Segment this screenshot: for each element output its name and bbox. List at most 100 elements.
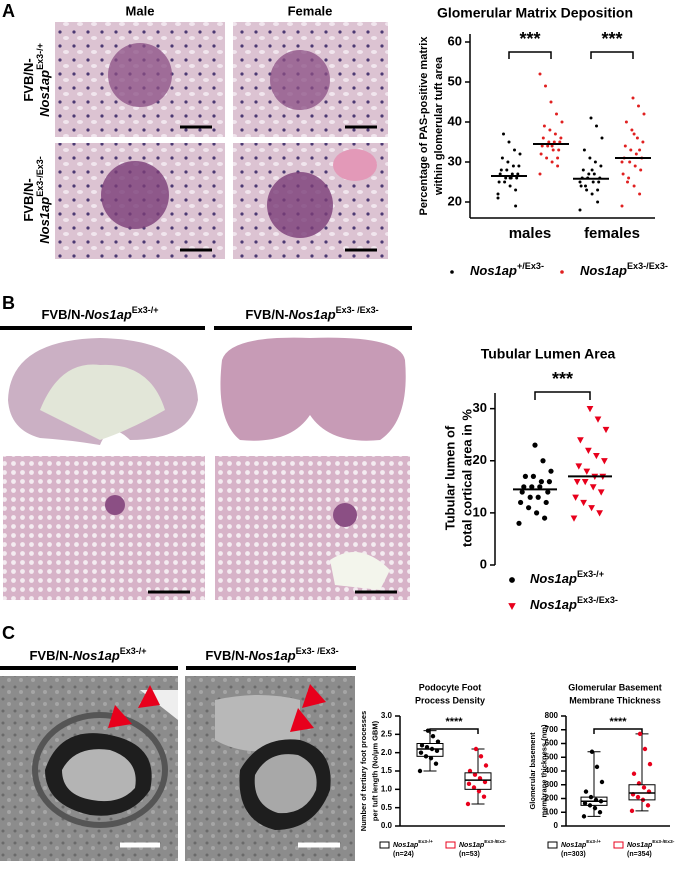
data-point bbox=[642, 112, 646, 116]
box bbox=[416, 743, 444, 757]
data-point bbox=[551, 148, 555, 152]
data-point bbox=[627, 176, 631, 180]
y-tick-label: 30 bbox=[473, 400, 487, 415]
significance-bracket bbox=[508, 51, 552, 59]
chart-title: Tubular Lumen Area bbox=[481, 346, 616, 362]
data-point bbox=[620, 204, 624, 208]
data-point bbox=[466, 781, 472, 787]
superscript: +/Ex3- bbox=[517, 261, 544, 271]
gene: Nos1ap bbox=[85, 307, 132, 322]
data-point bbox=[505, 168, 509, 172]
data-point bbox=[581, 479, 589, 486]
superscript: Ex3-/+ bbox=[586, 839, 601, 845]
data-point bbox=[546, 144, 550, 148]
superscript: Ex3-/Ex3- bbox=[627, 261, 668, 271]
data-point bbox=[590, 168, 594, 172]
y-tick-label: 60 bbox=[448, 33, 462, 48]
data-point bbox=[588, 156, 592, 160]
header: FVB/N-Nos1apEx3-/+ bbox=[29, 646, 146, 663]
data-point bbox=[632, 184, 636, 188]
significance-label: *** bbox=[519, 29, 540, 49]
data-point bbox=[532, 442, 538, 448]
gene: Nos1ap bbox=[459, 842, 485, 849]
data-point bbox=[503, 180, 507, 184]
data-point bbox=[541, 136, 545, 140]
data-point bbox=[560, 270, 564, 274]
data-point bbox=[647, 761, 653, 767]
data-point bbox=[629, 148, 633, 152]
row-label-prefix: FVB/N- bbox=[21, 178, 36, 221]
data-point bbox=[583, 468, 591, 475]
y-axis-label: Tubular lumen of bbox=[442, 425, 457, 530]
data-point bbox=[584, 184, 587, 188]
significance-bracket bbox=[429, 728, 479, 734]
data-point bbox=[548, 468, 554, 474]
superscript: Ex3-/Ex3- bbox=[484, 839, 506, 845]
data-point bbox=[548, 128, 552, 132]
legend-label: Nos1apEx3-/Ex3- bbox=[459, 839, 507, 848]
data-point bbox=[542, 515, 548, 521]
data-point bbox=[506, 160, 510, 164]
data-point bbox=[645, 803, 651, 808]
row-label: Nos1apEx3-/Ex3- bbox=[35, 156, 52, 244]
data-point bbox=[527, 494, 533, 500]
data-point bbox=[623, 144, 627, 148]
superscript: Ex3-/+ bbox=[132, 305, 159, 315]
data-point bbox=[538, 479, 545, 485]
data-point bbox=[580, 499, 587, 507]
data-point bbox=[582, 148, 586, 152]
data-point bbox=[641, 785, 647, 790]
data-point bbox=[545, 156, 549, 160]
data-point bbox=[496, 196, 500, 200]
data-point bbox=[508, 184, 512, 188]
legend-label: Nos1apEx3-/+ bbox=[561, 839, 601, 848]
data-point bbox=[516, 172, 520, 176]
y-tick-label: 300 bbox=[545, 780, 559, 789]
data-point bbox=[596, 200, 600, 204]
data-point bbox=[581, 814, 587, 819]
data-point bbox=[547, 140, 551, 144]
micrograph bbox=[0, 326, 412, 600]
y-tick-label: 700 bbox=[545, 725, 559, 734]
data-point bbox=[589, 484, 597, 491]
data-point bbox=[418, 750, 424, 755]
data-point bbox=[556, 156, 560, 160]
header-prefix: FVB/N- bbox=[205, 648, 248, 663]
row-label: FVB/N- bbox=[21, 58, 36, 101]
data-point bbox=[599, 164, 603, 168]
legend-swatch bbox=[547, 841, 558, 849]
gene: Nos1ap bbox=[249, 648, 296, 663]
legend-n: (n=303) bbox=[561, 851, 586, 858]
data-point bbox=[582, 801, 588, 806]
superscript: Ex3-/Ex3- bbox=[577, 595, 618, 605]
data-point bbox=[555, 112, 558, 116]
data-point bbox=[560, 120, 564, 124]
data-point bbox=[596, 510, 603, 517]
data-point bbox=[500, 156, 504, 160]
data-point bbox=[517, 164, 521, 168]
y-axis-label: within glomerular tuft area bbox=[433, 56, 445, 196]
data-point bbox=[544, 84, 547, 88]
legend-label: Nos1apEx3-/Ex3- bbox=[627, 839, 675, 848]
y-tick-label: 0.0 bbox=[381, 821, 393, 830]
gene: Nos1ap bbox=[37, 70, 52, 117]
data-point bbox=[635, 794, 641, 800]
data-point bbox=[514, 204, 518, 208]
data-point bbox=[502, 132, 505, 136]
gene: Nos1ap bbox=[561, 842, 587, 849]
gene: Nos1ap bbox=[393, 842, 419, 849]
data-point bbox=[507, 140, 511, 144]
data-point bbox=[585, 188, 589, 192]
data-point bbox=[519, 489, 525, 495]
data-point bbox=[539, 152, 543, 156]
data-point bbox=[595, 124, 598, 128]
y-tick-label: 0 bbox=[554, 821, 559, 830]
data-point bbox=[526, 505, 532, 511]
data-point bbox=[508, 176, 512, 180]
data-point bbox=[586, 406, 594, 413]
legend-label: Nos1ap+/Ex3- bbox=[470, 261, 544, 278]
column-header: Male bbox=[126, 3, 155, 18]
data-point bbox=[483, 763, 489, 768]
data-point bbox=[642, 746, 648, 752]
row-label-prefix: FVB/N- bbox=[21, 58, 36, 101]
